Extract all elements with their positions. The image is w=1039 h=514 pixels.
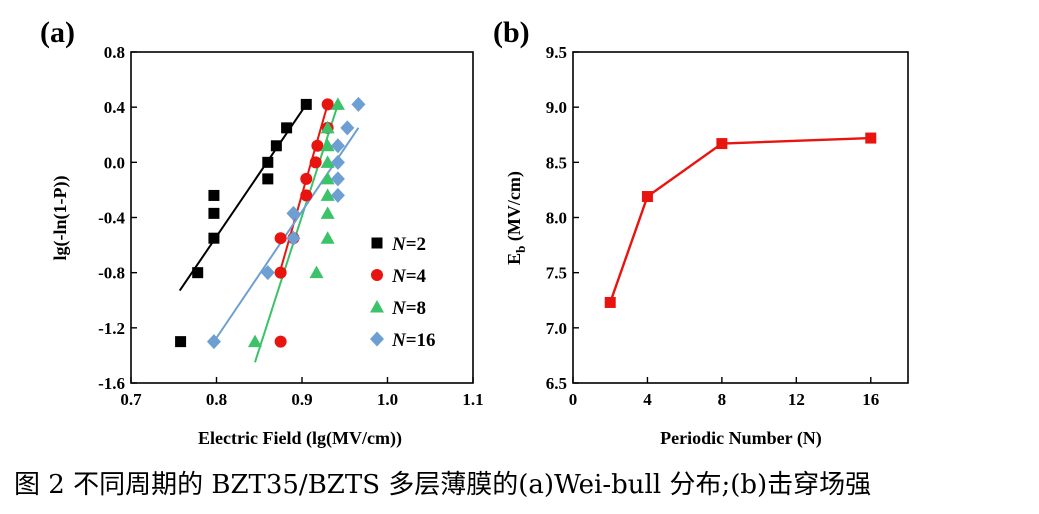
b-y-tick-label: 9.5: [546, 43, 567, 62]
panel-b-label: (b): [493, 16, 530, 49]
a-x-tick-label: 0.8: [206, 390, 227, 409]
b-data-point: [716, 138, 728, 150]
a-y-tick-label: -0.8: [98, 264, 125, 283]
b-x-tick-label: 4: [643, 390, 652, 409]
b-x-tick-label: 0: [569, 390, 578, 409]
b-y-tick-label: 6.5: [546, 374, 567, 393]
figure-caption: 图 2 不同周期的 BZT35/BZTS 多层薄膜的(a)Wei-bull 分布…: [14, 470, 872, 500]
a-data-point: [309, 265, 324, 279]
a-data-point: [274, 232, 287, 245]
a-fit-line-0: [178, 103, 308, 292]
b-y-axis-label: Eb (MV/cm): [504, 171, 528, 265]
b-x-tick-label: 12: [788, 390, 805, 409]
a-data-point: [208, 232, 220, 244]
a-data-point: [340, 120, 355, 136]
b-data-point: [865, 132, 877, 144]
a-data-point: [320, 155, 335, 168]
figure: (a) 0.7 0.8 0.9 1.0 1.1 -1.6 -1.2 -0.8 -0.4 0.0 0.…: [40, 16, 909, 449]
b-y-tick-label: 8.0: [546, 209, 567, 228]
b-y-tick-label: 7.5: [546, 264, 567, 283]
a-x-tick-label: 1.0: [377, 390, 398, 409]
a-data-point: [320, 206, 335, 219]
a-data-point: [320, 188, 335, 201]
a-data-point: [330, 171, 345, 187]
panel-a-label: (a): [40, 16, 75, 49]
a-data-point: [321, 98, 334, 111]
a-data-point: [206, 334, 221, 350]
b-x-tick-label: 16: [862, 390, 879, 409]
a-data-point: [320, 138, 335, 152]
a-y-tick-label: 0.4: [104, 98, 126, 117]
a-data-point: [330, 97, 345, 110]
b-data-point: [604, 296, 616, 308]
a-data-point: [274, 266, 287, 279]
a-data-point: [208, 189, 220, 201]
a-fit-line-1: [277, 104, 329, 276]
a-data-point: [260, 265, 275, 281]
a-y-tick-label: -1.2: [98, 319, 125, 338]
a-data-point: [320, 120, 335, 134]
a-data-point: [175, 336, 187, 348]
a-data-point: [262, 173, 274, 185]
a-x-tick-label: 1.1: [462, 390, 483, 409]
breakdown-strength-chart: (b) 0 4 8 12 16 6.5 7.0 7.5 8.0 8.5 9.0 9.5 Periodi…: [493, 16, 909, 449]
a-legend-label-1: N=4: [391, 266, 427, 287]
b-y-tick-label: 8.5: [546, 153, 567, 172]
a-legend-marker-0: [371, 237, 383, 249]
a-data-point: [330, 154, 345, 170]
a-legend-label-2: N=8: [391, 298, 426, 319]
a-data-point: [320, 171, 335, 185]
a-x-axis-label: Electric Field (lg(MV/cm)): [198, 428, 402, 449]
b-x-axis-label: Periodic Number (N): [660, 428, 822, 449]
a-data-point: [281, 122, 293, 134]
a-x-tick-label: 0.9: [291, 390, 312, 409]
b-plot-frame: [572, 51, 909, 384]
a-data-point: [311, 139, 324, 152]
a-y-tick-label: 0.8: [104, 43, 125, 62]
b-series-line: [609, 136, 871, 303]
a-data-point: [274, 335, 287, 348]
b-x-tick-label: 8: [718, 390, 727, 409]
a-x-tick-label: 0.7: [120, 390, 142, 409]
a-legend-marker-3: [370, 331, 384, 347]
a-y-tick-label: 0.0: [104, 153, 125, 172]
a-data-point: [247, 334, 262, 348]
a-data-point: [320, 231, 335, 244]
a-y-axis-label: lg(-ln(1-P)): [50, 176, 71, 261]
a-data-point: [300, 189, 313, 202]
a-data-point: [270, 140, 282, 152]
a-legend-marker-1: [371, 269, 383, 281]
b-y-tick-label: 9.0: [546, 98, 567, 117]
b-data-point: [641, 191, 653, 203]
a-data-point: [309, 156, 322, 169]
a-data-point: [330, 138, 345, 154]
a-legend-marker-2: [370, 300, 384, 313]
a-data-point: [208, 207, 220, 219]
a-data-point: [300, 98, 312, 110]
a-data-point: [300, 172, 313, 185]
a-data-point: [262, 156, 274, 168]
a-legend-label-3: N=16: [391, 330, 436, 351]
a-data-point: [351, 96, 366, 112]
a-data-point: [286, 230, 301, 246]
a-data-point: [330, 187, 345, 203]
a-y-tick-label: -0.4: [98, 209, 125, 228]
b-y-tick-label: 7.0: [546, 319, 567, 338]
a-legend-label-0: N=2: [391, 234, 426, 255]
weibull-chart: (a) 0.7 0.8 0.9 1.0 1.1 -1.6 -1.2 -0.8 -0.4 0.0 0.…: [40, 16, 484, 449]
a-data-point: [286, 205, 301, 221]
a-y-tick-label: -1.6: [98, 374, 125, 393]
a-data-point: [192, 267, 204, 279]
